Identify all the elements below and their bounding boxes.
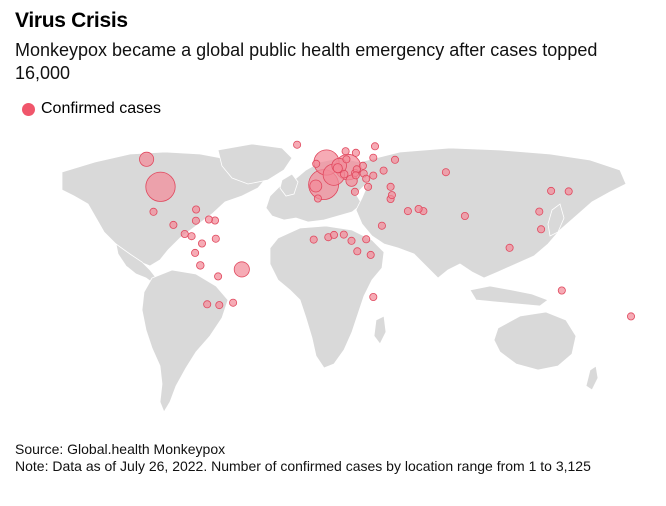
bubble-mexico	[149, 207, 158, 216]
bubble-uruguay	[229, 298, 238, 307]
legend: Confirmed cases	[22, 100, 161, 118]
bubble-greece	[364, 182, 373, 191]
land-japan	[547, 203, 565, 237]
bubble-russia	[390, 155, 399, 164]
bubble-canada	[139, 151, 155, 167]
legend-swatch	[22, 102, 35, 116]
land-indonesia	[469, 285, 549, 307]
land-new-zealand	[585, 365, 599, 391]
bubble-philippines	[537, 225, 546, 234]
bubble-new-zealand	[627, 312, 636, 321]
bubble-nigeria	[339, 230, 348, 239]
land-south-america	[141, 269, 229, 413]
bubble-jamaica	[191, 216, 200, 225]
bubble-bahamas	[192, 205, 201, 214]
bubble-ireland	[312, 159, 321, 168]
bubble-kazakhstan	[441, 168, 450, 177]
land-asia	[355, 147, 627, 279]
bubble-denmark	[342, 155, 351, 164]
world-map	[61, 140, 636, 413]
bubble-sudan	[377, 221, 386, 230]
bubble-peru	[196, 261, 205, 270]
bubble-sweden	[351, 148, 360, 157]
bubble-ecuador	[191, 248, 200, 257]
bubble-saudi-arabia	[403, 207, 412, 216]
bubble-south-korea	[547, 186, 556, 195]
bubble-japan	[564, 187, 573, 196]
bubble-finland	[370, 142, 379, 151]
land-greenland	[217, 143, 293, 185]
bubble-morocco	[313, 194, 322, 203]
bubble-costa-rica	[180, 230, 189, 239]
bubble-guatemala	[169, 220, 178, 229]
land-australia	[493, 311, 577, 371]
bubble-taiwan	[535, 207, 544, 216]
bubble-bolivia	[214, 272, 223, 281]
bubble-chile	[203, 300, 212, 309]
bubble-dr-congo	[366, 250, 375, 259]
source-text: Source: Global.health Monkeypox	[15, 441, 226, 457]
bubble-norway	[341, 147, 350, 156]
bubble-india	[460, 212, 469, 221]
bubble-switzerland	[340, 170, 349, 179]
bubble-liberia	[309, 235, 318, 244]
bubble-dominican-republic	[204, 215, 213, 224]
bubble-slovenia	[351, 171, 360, 180]
bubble-latvia	[369, 153, 378, 162]
bubble-portugal	[309, 179, 323, 193]
bubble-colombia	[197, 239, 206, 248]
land-madagascar	[373, 315, 387, 345]
land-africa	[269, 225, 385, 369]
bubble-south-africa	[369, 292, 378, 301]
bubble-serbia	[362, 174, 371, 183]
land-masses	[61, 143, 627, 413]
chart-title: Virus Crisis	[15, 9, 128, 32]
bubble-iceland	[293, 140, 302, 149]
bubble-panama	[187, 232, 196, 241]
bubble-cameroon	[347, 236, 356, 245]
footer: Source: Global.health Monkeypox Note: Da…	[15, 441, 655, 475]
bubble-brazil	[233, 261, 250, 278]
bubble-benin	[329, 230, 338, 239]
land-uk	[279, 173, 299, 197]
bubble-venezuela	[211, 234, 220, 243]
bubble-australia	[557, 286, 566, 295]
bubble-poland	[358, 161, 367, 170]
bubble-layer	[139, 140, 636, 321]
note-text: Note: Data as of July 26, 2022. Number o…	[15, 458, 591, 474]
bubble-qatar	[414, 205, 423, 214]
bubble-turkey	[386, 182, 395, 191]
bubble-malta	[350, 187, 359, 196]
bubble-argentina	[215, 301, 224, 310]
legend-label: Confirmed cases	[41, 100, 162, 117]
bubble-lebanon	[387, 191, 396, 200]
chart-subtitle: Monkeypox became a global public health …	[15, 40, 598, 83]
bubble-romania	[369, 171, 378, 180]
bubble-singapore	[505, 243, 514, 252]
bubble-united-states	[145, 171, 176, 202]
bubble-ukraine	[379, 166, 388, 175]
bubble-central-african-republic	[362, 235, 371, 244]
bubble-belgium	[332, 163, 343, 174]
bubble-republic-of-congo	[353, 247, 362, 256]
